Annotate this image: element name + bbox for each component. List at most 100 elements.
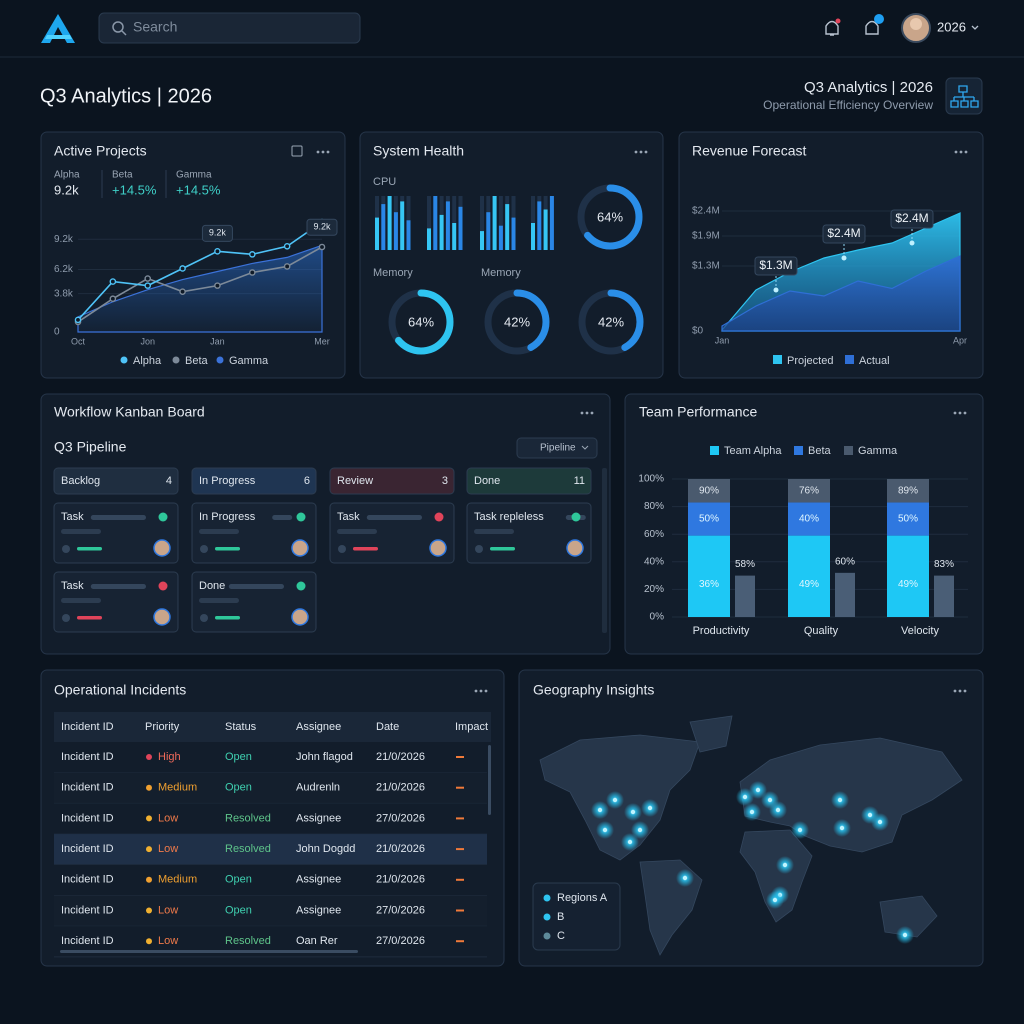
alert-bell[interactable] <box>865 20 879 35</box>
menu-dot[interactable] <box>326 150 330 154</box>
notification-bell[interactable] <box>825 20 839 36</box>
cell: Assignee <box>296 904 341 916</box>
menu-dot[interactable] <box>590 411 594 415</box>
y-tick-label: 100% <box>638 474 664 485</box>
table-row[interactable] <box>54 803 487 835</box>
menu-dot[interactable] <box>321 150 325 154</box>
legend-swatch <box>845 355 854 364</box>
point <box>179 288 186 295</box>
gauge-label: 42% <box>598 314 624 329</box>
assignee-avatar <box>429 539 447 557</box>
menu-dot[interactable] <box>474 689 478 693</box>
legend-swatch <box>172 356 180 364</box>
legend-label: Gamma <box>858 445 898 457</box>
hotspot <box>877 819 883 825</box>
priority-dot <box>146 938 152 945</box>
table-row[interactable] <box>54 834 487 865</box>
priority-dot <box>146 846 152 853</box>
menu-dot[interactable] <box>959 150 963 154</box>
menu-dot[interactable] <box>963 411 967 415</box>
menu-dot[interactable] <box>958 689 962 693</box>
x-tick-label: Velocity <box>901 625 939 637</box>
menu-dot[interactable] <box>634 150 638 154</box>
point <box>179 265 186 272</box>
side-bar <box>934 575 954 617</box>
priority-dot <box>146 784 152 791</box>
cell: Audrenln <box>296 782 340 794</box>
y-tick-label: $0 <box>692 326 704 337</box>
gauge-arc <box>578 289 644 355</box>
filter-dropdown[interactable] <box>516 437 598 459</box>
menu-dot[interactable] <box>585 411 589 415</box>
menu-dot[interactable] <box>958 411 962 415</box>
card-title: In Progress <box>199 511 256 523</box>
calendar-icon[interactable] <box>291 145 303 157</box>
bar-segment <box>887 479 929 503</box>
status-dot <box>296 581 306 591</box>
cell: 21/0/2026 <box>376 874 425 886</box>
segment-label: 89% <box>898 485 918 496</box>
status-dot <box>296 512 306 522</box>
annotation-box <box>890 209 934 229</box>
search-box[interactable] <box>98 12 361 44</box>
table-row[interactable] <box>54 742 487 773</box>
column-header: Incident ID <box>61 721 114 733</box>
cpu-bar <box>445 201 450 250</box>
memory-label: Memory <box>481 267 521 279</box>
cell: John flagod <box>296 751 353 763</box>
segment-label: 76% <box>799 485 819 496</box>
hotspot <box>682 875 688 881</box>
board-scrollbar <box>602 468 607 633</box>
stat-value: 9.2k <box>54 182 79 197</box>
segment-label: 60% <box>835 556 855 567</box>
table-row[interactable] <box>54 864 487 896</box>
legend-label: Projected <box>787 355 833 367</box>
user-menu-caret[interactable] <box>971 25 979 30</box>
menu-dot[interactable] <box>963 689 967 693</box>
menu-dot[interactable] <box>954 150 958 154</box>
cpu-bar <box>486 212 491 250</box>
x-tick-label: Jan <box>210 336 225 346</box>
assignee-avatar <box>153 539 171 557</box>
hotspot <box>867 812 873 818</box>
text-placeholder <box>228 584 284 589</box>
hierarchy-button[interactable] <box>945 77 983 115</box>
annotation: $1.3M <box>759 258 792 272</box>
menu-dot[interactable] <box>953 689 957 693</box>
annotation: 9.2k <box>313 222 331 232</box>
y-tick-label: 3.8k <box>54 288 74 299</box>
progress <box>490 547 515 551</box>
progress <box>215 616 240 620</box>
cpu-bar <box>427 228 431 250</box>
table-row[interactable] <box>54 772 487 804</box>
annotation-box <box>201 224 233 242</box>
cpu-bar <box>433 196 438 250</box>
menu-dot[interactable] <box>639 150 643 154</box>
point <box>214 282 221 289</box>
stat-label: Beta <box>112 170 133 181</box>
legend-swatch <box>844 446 853 455</box>
hotspot <box>742 794 748 800</box>
bar-segment <box>788 502 830 536</box>
v-scrollbar <box>488 745 491 815</box>
cell: Incident ID <box>61 751 114 763</box>
column-count: 4 <box>166 475 172 487</box>
text-placeholder <box>366 515 422 520</box>
menu-dot[interactable] <box>580 411 584 415</box>
x-tick-label: Mer <box>314 336 330 346</box>
menu-dot[interactable] <box>316 150 320 154</box>
board-subtitle: Q3 Pipeline <box>54 439 127 455</box>
bar-segment <box>788 479 830 503</box>
menu-dot[interactable] <box>484 689 488 693</box>
avatar-face <box>910 18 922 30</box>
table-row[interactable] <box>54 895 487 927</box>
menu-dot[interactable] <box>479 689 483 693</box>
menu-dot[interactable] <box>644 150 648 154</box>
menu-dot[interactable] <box>953 411 957 415</box>
cpu-bar <box>531 223 535 250</box>
point <box>74 316 82 324</box>
y-tick-label: 6.2k <box>54 264 74 275</box>
hotspot <box>597 807 603 813</box>
menu-dot[interactable] <box>964 150 968 154</box>
hotspot <box>767 797 773 803</box>
